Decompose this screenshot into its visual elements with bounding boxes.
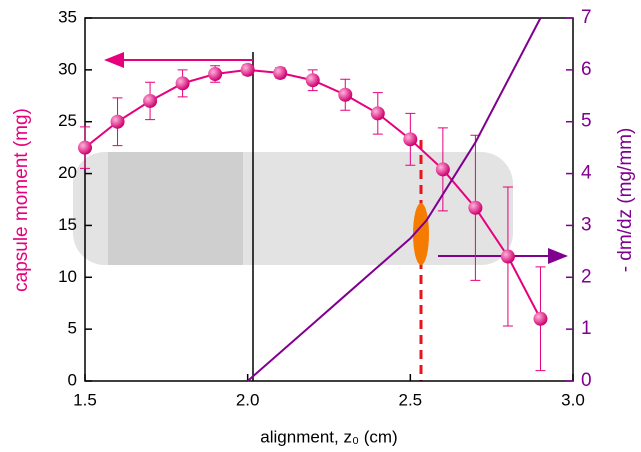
y-tick-label: 0 bbox=[68, 370, 77, 389]
y-tick-label: 20 bbox=[58, 163, 77, 182]
data-point bbox=[208, 67, 223, 82]
data-point bbox=[338, 87, 353, 102]
y-tick-label: 10 bbox=[58, 267, 77, 286]
y-tick-label: 35 bbox=[58, 7, 77, 26]
y-tick-label: 30 bbox=[58, 59, 77, 78]
data-point bbox=[78, 140, 92, 155]
data-point bbox=[273, 65, 288, 80]
data-point bbox=[240, 62, 255, 77]
x-tick-label: 1.5 bbox=[73, 390, 97, 409]
x-tick-label: 2.0 bbox=[236, 390, 260, 409]
y2-tick-label: 2 bbox=[581, 266, 592, 287]
data-point bbox=[110, 114, 125, 129]
data-point bbox=[370, 106, 385, 121]
data-point bbox=[175, 76, 190, 91]
y-tick-label: 15 bbox=[58, 215, 77, 234]
shaded-region-inner bbox=[108, 152, 243, 265]
y2-tick-label: 6 bbox=[581, 59, 592, 80]
y2-tick-label: 4 bbox=[581, 163, 592, 184]
y-tick-label: 25 bbox=[58, 111, 77, 130]
x-axis-label: alignment, z₀ (cm) bbox=[260, 427, 397, 446]
data-point bbox=[533, 311, 548, 326]
data-point bbox=[403, 132, 418, 147]
x-tick-label: 2.5 bbox=[399, 390, 423, 409]
data-point bbox=[305, 73, 320, 88]
plot-frame bbox=[84, 17, 574, 382]
y2-tick-label: 1 bbox=[581, 318, 592, 339]
y-tick-label: 5 bbox=[68, 319, 77, 338]
data-point bbox=[435, 162, 450, 177]
x-tick-label: 3.0 bbox=[561, 390, 585, 409]
y2-tick-label: 7 bbox=[581, 7, 592, 28]
y2-tick-label: 5 bbox=[581, 111, 592, 132]
data-point bbox=[500, 249, 515, 264]
data-point bbox=[468, 200, 483, 215]
y2-tick-label: 3 bbox=[581, 214, 592, 235]
y2-axis-label: - dm/dz (mg/mm) bbox=[615, 128, 636, 273]
data-point bbox=[143, 93, 158, 108]
highlight-ellipse bbox=[413, 203, 429, 265]
y-axis-label: capsule moment (mg) bbox=[11, 108, 32, 292]
y2-tick-label: 0 bbox=[581, 370, 592, 391]
series-line bbox=[247, 17, 542, 382]
